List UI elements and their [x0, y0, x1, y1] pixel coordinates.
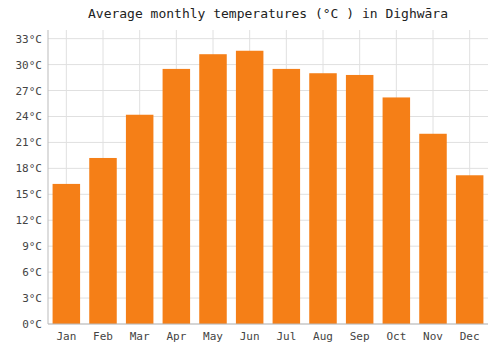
x-tick-label: Jan: [56, 330, 76, 343]
x-tick-label: May: [203, 330, 223, 343]
bar: [199, 54, 227, 324]
bar: [273, 69, 301, 324]
bar: [89, 158, 117, 324]
y-tick-label: 21°C: [16, 136, 43, 149]
x-tick-label: Sep: [350, 330, 370, 343]
bar: [163, 69, 191, 324]
title: Average monthly temperatures (°C ) in Di…: [88, 6, 448, 21]
y-tick-label: 3°C: [22, 292, 42, 305]
bar: [383, 97, 411, 324]
y-tick-label: 15°C: [16, 188, 43, 201]
x-tick-label: Jul: [276, 330, 296, 343]
grid-line: [48, 38, 488, 39]
y-tick-label: 27°C: [16, 85, 43, 98]
bars: [53, 51, 484, 324]
x-tick-label: Jun: [240, 330, 260, 343]
chart: Average monthly temperatures (°C ) in Di…: [0, 0, 500, 350]
y-tick-label: 12°C: [16, 214, 43, 227]
bar: [419, 134, 447, 324]
y-tick-label: 0°C: [22, 318, 42, 331]
x-tick-label: Nov: [423, 330, 443, 343]
y-tick-label: 24°C: [16, 110, 43, 123]
y-axis-line: [48, 30, 49, 324]
x-tick-label: Dec: [460, 330, 480, 343]
x-tick-label: Feb: [93, 330, 113, 343]
x-tick-label: Apr: [166, 330, 186, 343]
x-tick-label: Aug: [313, 330, 333, 343]
bar: [126, 115, 153, 324]
grid-line: [48, 90, 488, 91]
y-tick-label: 9°C: [22, 240, 42, 253]
bar: [346, 75, 374, 324]
grid: [48, 30, 488, 324]
y-tick-label: 30°C: [16, 59, 43, 72]
x-axis-line: [48, 324, 488, 325]
bar: [236, 51, 264, 324]
y-tick-label: 33°C: [16, 33, 43, 46]
x-tick-label: Mar: [130, 330, 150, 343]
bar: [456, 175, 484, 324]
x-tick-label: Oct: [386, 330, 406, 343]
bar: [53, 184, 80, 324]
bar: [309, 73, 337, 324]
y-tick-label: 6°C: [22, 266, 42, 279]
y-tick-label: 18°C: [16, 162, 43, 175]
grid-line: [48, 116, 488, 117]
grid-line: [48, 324, 488, 325]
grid-line: [48, 64, 488, 65]
